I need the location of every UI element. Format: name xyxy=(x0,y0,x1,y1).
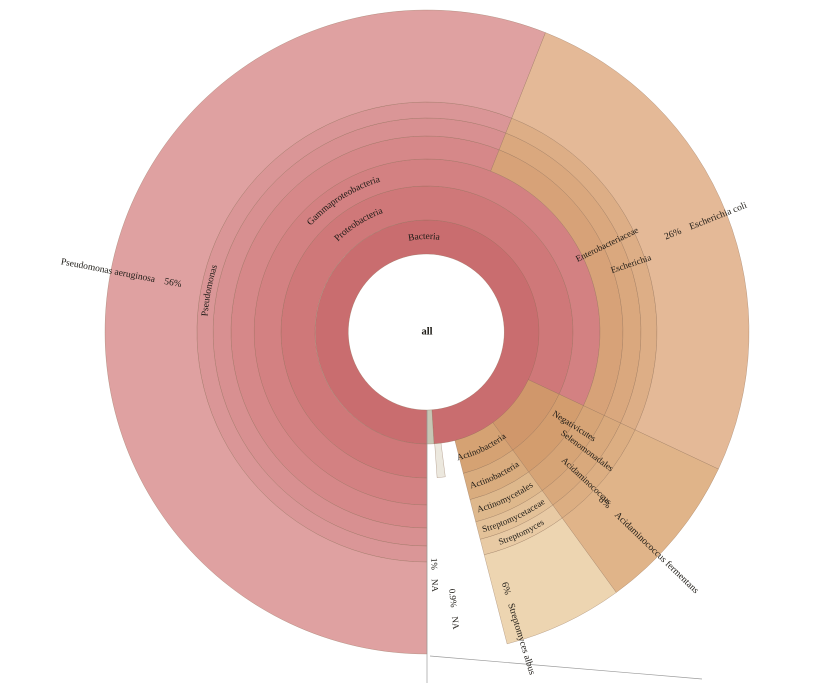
wedge-l2-na[interactable] xyxy=(434,442,446,478)
center-label: all xyxy=(421,327,432,338)
wedge-l7-escherichia-coli[interactable] xyxy=(511,32,750,470)
wedge-l7-pseudomonas-aeruginosa[interactable] xyxy=(104,9,546,655)
wedge-l7-streptomyces-albus[interactable] xyxy=(483,517,617,645)
label-1-na: 1% NA xyxy=(429,558,440,593)
label-0-9-na: 0.9% NA xyxy=(447,588,461,630)
boundary-line xyxy=(429,655,703,680)
label-bacteria: Bacteria xyxy=(407,232,441,244)
